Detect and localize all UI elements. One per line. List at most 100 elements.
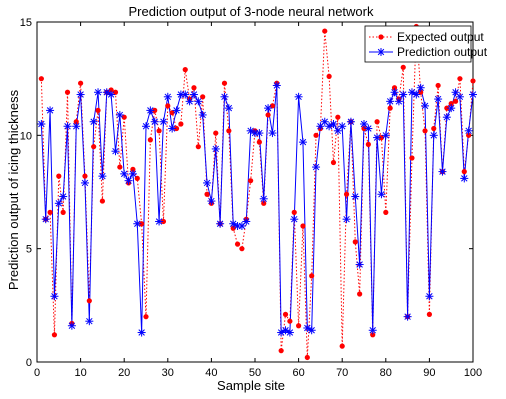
- data-point-prediction-output: [429, 131, 438, 140]
- data-point-prediction-output: [386, 97, 395, 106]
- data-point-prediction-output: [455, 92, 464, 101]
- data-point-expected-output: [282, 311, 289, 317]
- data-point-expected-output: [91, 144, 97, 150]
- data-point-expected-output: [326, 73, 332, 79]
- data-point-expected-output: [134, 175, 140, 181]
- data-point-prediction-output: [133, 219, 142, 228]
- data-point-expected-output: [195, 144, 201, 150]
- data-point-expected-output: [418, 89, 424, 95]
- data-point-prediction-output: [346, 117, 355, 126]
- x-tick-label: 90: [423, 367, 435, 379]
- x-tick-label: 10: [74, 367, 86, 379]
- data-point-prediction-output: [172, 106, 181, 115]
- data-point-expected-output: [343, 191, 350, 197]
- data-point-expected-output: [435, 82, 441, 89]
- x-tick-label: 80: [380, 367, 392, 379]
- data-point-expected-output: [444, 105, 450, 111]
- data-point-prediction-output: [442, 113, 451, 122]
- data-point-expected-output: [448, 101, 454, 107]
- data-point-expected-output: [383, 209, 389, 215]
- x-tick-label: 60: [292, 367, 304, 379]
- data-point-prediction-output: [150, 117, 159, 126]
- data-point-expected-output: [82, 173, 88, 179]
- data-point-expected-output: [117, 164, 123, 170]
- data-point-prediction-output: [142, 122, 150, 131]
- data-point-expected-output: [313, 132, 319, 138]
- data-point-expected-output: [147, 137, 153, 143]
- data-point-expected-output: [121, 114, 127, 120]
- data-point-expected-output: [322, 28, 328, 34]
- data-point-expected-output: [169, 110, 175, 116]
- data-point-prediction-output: [460, 174, 469, 183]
- data-point-prediction-output: [394, 97, 403, 106]
- data-point-prediction-output: [189, 90, 198, 99]
- data-point-prediction-output: [377, 190, 386, 199]
- data-point-prediction-output: [364, 124, 373, 133]
- data-point-expected-output: [143, 314, 149, 320]
- data-point-prediction-output: [351, 192, 360, 201]
- data-point-expected-output: [357, 291, 363, 297]
- data-point-expected-output: [152, 107, 158, 113]
- plot-area: 0 10 20 30 40 50 60 70 80 90 100 0 5 10 15: [20, 17, 482, 379]
- legend-label-expected-output: Expected output: [397, 30, 484, 44]
- data-point-prediction-output: [329, 120, 338, 128]
- data-point-expected-output: [422, 128, 428, 134]
- data-point-prediction-output: [37, 120, 46, 128]
- y-tick-label: 0: [26, 357, 32, 369]
- x-tick-label: 30: [162, 367, 174, 379]
- legend-marker-expected-output: [378, 34, 384, 40]
- data-point-prediction-output: [368, 326, 377, 335]
- data-point-expected-output: [182, 67, 188, 73]
- data-point-expected-output: [466, 132, 472, 138]
- data-point-expected-output: [330, 159, 337, 166]
- data-point-expected-output: [200, 94, 206, 100]
- data-point-prediction-output: [111, 147, 120, 156]
- data-point-prediction-output: [224, 104, 233, 113]
- data-point-expected-output: [339, 343, 345, 349]
- data-point-expected-output: [64, 89, 71, 95]
- data-point-expected-output: [60, 209, 66, 215]
- data-point-prediction-output: [381, 131, 390, 140]
- data-point-prediction-output: [137, 328, 146, 337]
- data-point-prediction-output: [268, 129, 277, 138]
- data-point-prediction-output: [342, 215, 351, 224]
- data-point-expected-output: [139, 221, 145, 227]
- data-point-prediction-output: [185, 97, 194, 106]
- data-point-expected-output: [73, 119, 79, 125]
- data-point-expected-output: [387, 105, 393, 111]
- legend-box: [364, 25, 472, 63]
- data-point-expected-output: [108, 87, 114, 93]
- data-point-expected-output: [291, 209, 297, 215]
- data-point-expected-output: [234, 241, 241, 247]
- data-point-prediction-output: [120, 169, 129, 178]
- x-tick-label: 40: [205, 367, 217, 379]
- data-point-expected-output: [156, 128, 162, 134]
- data-point-expected-output: [374, 119, 380, 125]
- data-point-expected-output: [165, 103, 171, 109]
- x-tick-label: 70: [336, 367, 348, 379]
- data-point-prediction-output: [203, 178, 212, 187]
- data-point-prediction-output: [128, 169, 137, 178]
- data-point-expected-output: [86, 298, 92, 304]
- data-point-prediction-output: [163, 92, 172, 101]
- data-point-prediction-output: [259, 194, 268, 203]
- data-point-prediction-output: [298, 138, 307, 147]
- data-point-expected-output: [56, 173, 62, 179]
- data-point-prediction-output: [412, 90, 421, 99]
- data-point-prediction-output: [198, 110, 207, 119]
- data-point-prediction-output: [72, 122, 81, 131]
- x-tick-label: 50: [249, 367, 261, 379]
- plot-frame: [36, 21, 474, 363]
- legend-marker-prediction-output: [377, 48, 385, 56]
- data-point-expected-output: [265, 112, 271, 118]
- data-point-expected-output: [204, 191, 210, 197]
- data-point-expected-output: [409, 155, 415, 161]
- x-tick-label: 20: [118, 367, 130, 379]
- y-tick-label: 5: [26, 244, 32, 256]
- data-point-expected-output: [296, 323, 302, 329]
- data-point-expected-output: [278, 348, 284, 354]
- data-point-prediction-output: [355, 260, 364, 269]
- data-point-expected-output: [309, 273, 315, 279]
- data-point-prediction-output: [242, 217, 251, 226]
